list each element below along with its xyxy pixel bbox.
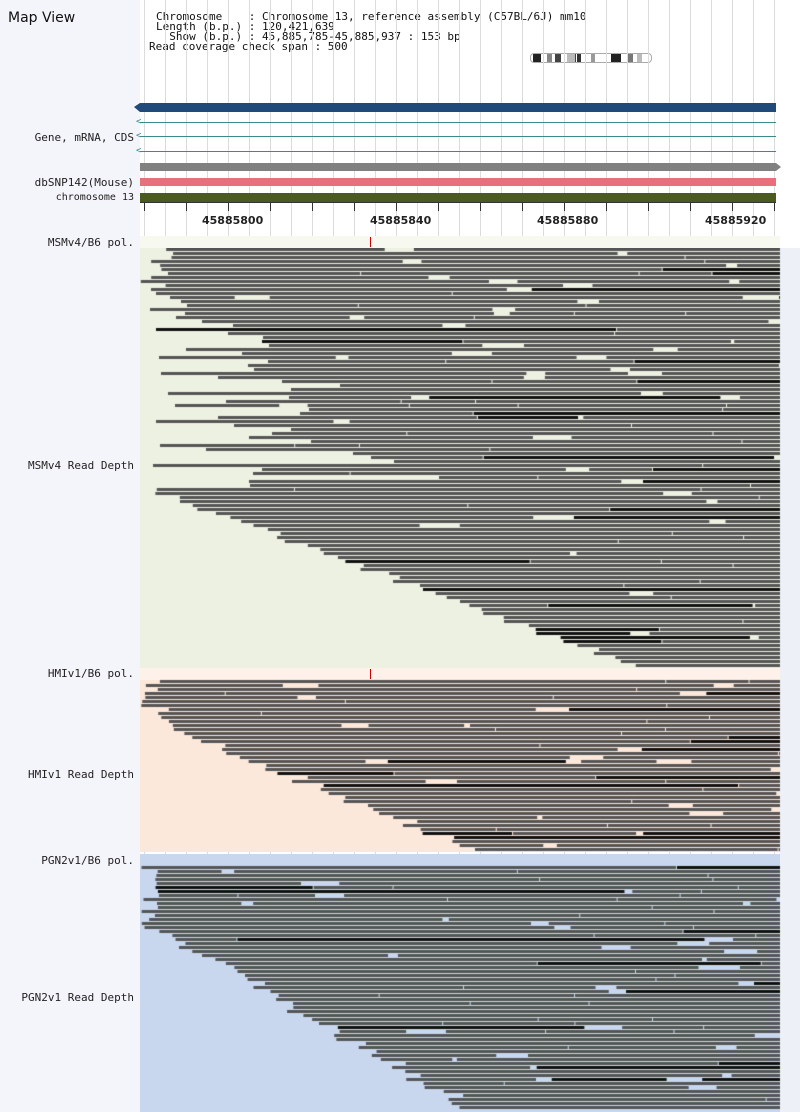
ruler-tick <box>564 203 565 211</box>
chromosome-bar[interactable] <box>140 193 776 202</box>
msmv4-depth-label: MSMv4 Read Depth <box>28 459 134 472</box>
chromosome-info: Chromosome : Chromosome 13, reference as… <box>156 10 587 23</box>
ruler-tick <box>480 203 481 211</box>
ruler-tick <box>144 203 145 211</box>
pgn2v1-pol-label: PGN2v1/B6 pol. <box>41 854 134 867</box>
ruler-tick <box>438 203 439 211</box>
chromosome-ideogram[interactable] <box>530 53 652 63</box>
mrna-line-1[interactable] <box>140 122 776 123</box>
coverage-span-info: Read coverage check span : 500 <box>149 40 348 53</box>
label-column <box>0 0 140 1112</box>
ruler-tick <box>522 203 523 211</box>
ruler-tick <box>354 203 355 211</box>
cds-grey-bar[interactable] <box>140 163 776 171</box>
ruler-tick <box>228 203 229 211</box>
gene-line-arrow-icon: < <box>136 131 142 141</box>
dbsnp-track-label: dbSNP142(Mouse) <box>34 176 134 189</box>
map-view-title: Map View <box>8 10 76 26</box>
ruler-tick-label-1: 45885800 <box>202 214 264 227</box>
gene-bar[interactable] <box>140 103 776 112</box>
ruler-tick <box>690 203 691 211</box>
chromosome-track-label: chromosome 13 <box>55 192 134 203</box>
ruler-tick-label-4: 45885920 <box>705 214 767 227</box>
mrna-line-3[interactable] <box>140 151 776 152</box>
ruler-tick <box>186 203 187 211</box>
ruler-tick <box>648 203 649 211</box>
show-range-info: Show (b.p.) : 45,885,785-45,885,937 : 15… <box>156 30 461 43</box>
read-alignment-canvas[interactable] <box>140 248 800 1112</box>
ruler-tick-label-2: 45885840 <box>370 214 432 227</box>
msmv4-pol-track[interactable] <box>140 236 780 248</box>
msmv4-pol-label: MSMv4/B6 pol. <box>47 236 134 249</box>
mrna-line-2[interactable] <box>140 136 776 137</box>
length-info: Length (b.p.) : 120,421,639 <box>156 20 335 33</box>
dbsnp-bar[interactable] <box>140 178 776 186</box>
pgn2v1-depth-label: PGN2v1 Read Depth <box>21 991 134 1004</box>
ruler-tick <box>312 203 313 211</box>
gene-line-arrow-icon: < <box>136 117 142 127</box>
gene-bar-arrow-icon <box>134 103 140 112</box>
gene-track-label: Gene, mRNA, CDS <box>34 131 134 144</box>
ruler-tick <box>270 203 271 211</box>
ruler-tick <box>774 203 775 211</box>
hmiv1-pol-label: HMIv1/B6 pol. <box>47 667 134 680</box>
msmv4-pol-marker[interactable] <box>370 237 371 247</box>
ruler-tick-label-3: 45885880 <box>537 214 599 227</box>
grey-bar-arrow-icon <box>776 163 781 171</box>
ruler-tick <box>606 203 607 211</box>
ruler-tick <box>732 203 733 211</box>
gene-line-arrow-icon: < <box>136 146 142 156</box>
ruler-axis <box>140 202 776 203</box>
ruler-tick <box>396 203 397 211</box>
hmiv1-depth-label: HMIv1 Read Depth <box>28 768 134 781</box>
